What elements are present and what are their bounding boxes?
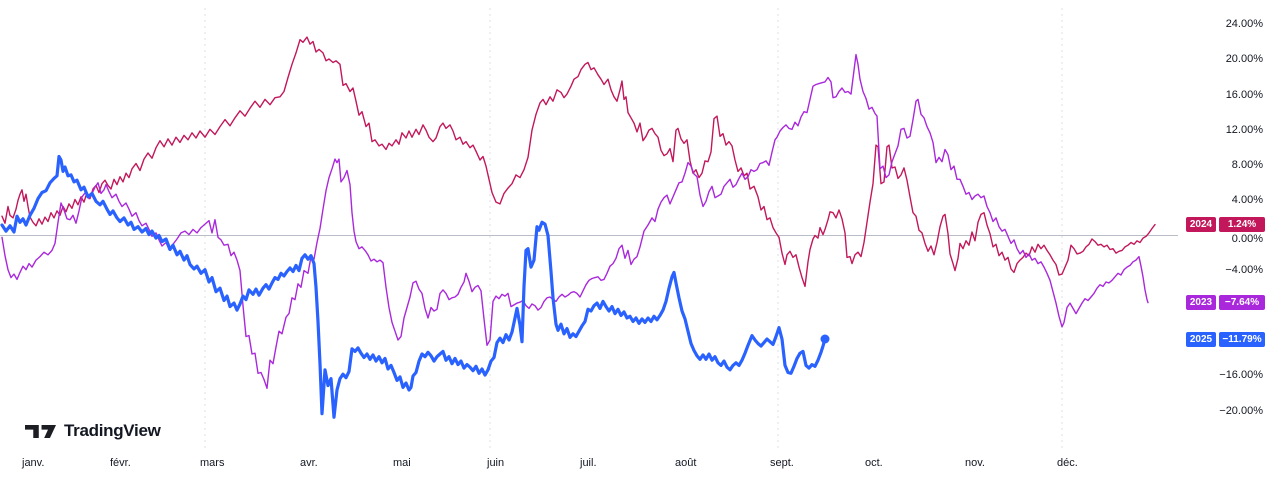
badge-year-label: 2023 [1186,295,1216,311]
series-line-2023[interactable] [1,53,1149,389]
tradingview-logo[interactable]: TradingView [25,421,161,441]
badge-year-label: 2025 [1186,331,1216,347]
y-axis-label: −20.00% [1219,404,1263,417]
x-axis-label-avr: avr. [300,457,318,469]
series-badge-2025[interactable]: 2025 −11.79% [1186,331,1265,347]
x-axis-label-mai: mai [393,457,411,469]
badge-year-label: 2024 [1186,217,1216,233]
x-axis-label-oct: oct. [865,457,883,469]
y-axis-label: 8.00% [1231,158,1263,171]
x-axis-label-nov: nov. [965,457,985,469]
series-badge-2023[interactable]: 2023 −7.64% [1186,295,1265,311]
y-axis-label: 4.00% [1231,193,1263,206]
series-last-value-dot-2025 [820,334,830,344]
x-axis-label-mars: mars [200,457,225,469]
x-axis-label-janv: janv. [22,457,45,469]
y-axis-label: 24.00% [1225,18,1263,31]
x-axis-label-dc: déc. [1057,457,1078,469]
y-axis-label: −16.00% [1219,369,1263,382]
y-axis-label: 0.00% [1231,233,1263,245]
x-axis-label-aot: août [675,457,697,469]
y-axis-label: −4.00% [1225,264,1263,277]
x-axis-label-sept: sept. [770,457,794,469]
y-axis-label: 20.00% [1225,53,1263,66]
y-axis-label: 12.00% [1225,123,1263,136]
x-axis-label-juin: juin [487,457,505,469]
series-line-2025[interactable] [0,154,827,419]
tradingview-logo-text: TradingView [64,421,161,440]
series-line-2024[interactable] [1,36,1156,288]
x-axis-label-juil: juil. [580,457,597,469]
badge-value-label: −7.64% [1219,295,1265,311]
tradingview-logo-icon [25,424,56,438]
badge-value-label: 1.24% [1219,217,1265,233]
x-axis-label-fvr: févr. [110,457,131,469]
badge-value-label: −11.79% [1219,331,1265,347]
y-axis-label: 16.00% [1225,88,1263,101]
series-badge-2024[interactable]: 2024 1.24% [1186,217,1265,233]
